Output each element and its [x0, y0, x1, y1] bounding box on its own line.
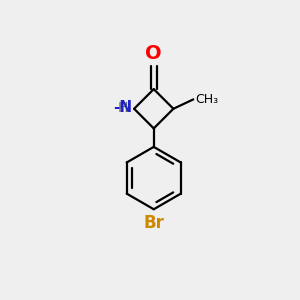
- Text: Br: Br: [143, 214, 164, 232]
- Text: H: H: [118, 100, 128, 115]
- Text: CH₃: CH₃: [195, 93, 218, 106]
- Text: -N: -N: [113, 100, 132, 115]
- Text: O: O: [146, 44, 162, 63]
